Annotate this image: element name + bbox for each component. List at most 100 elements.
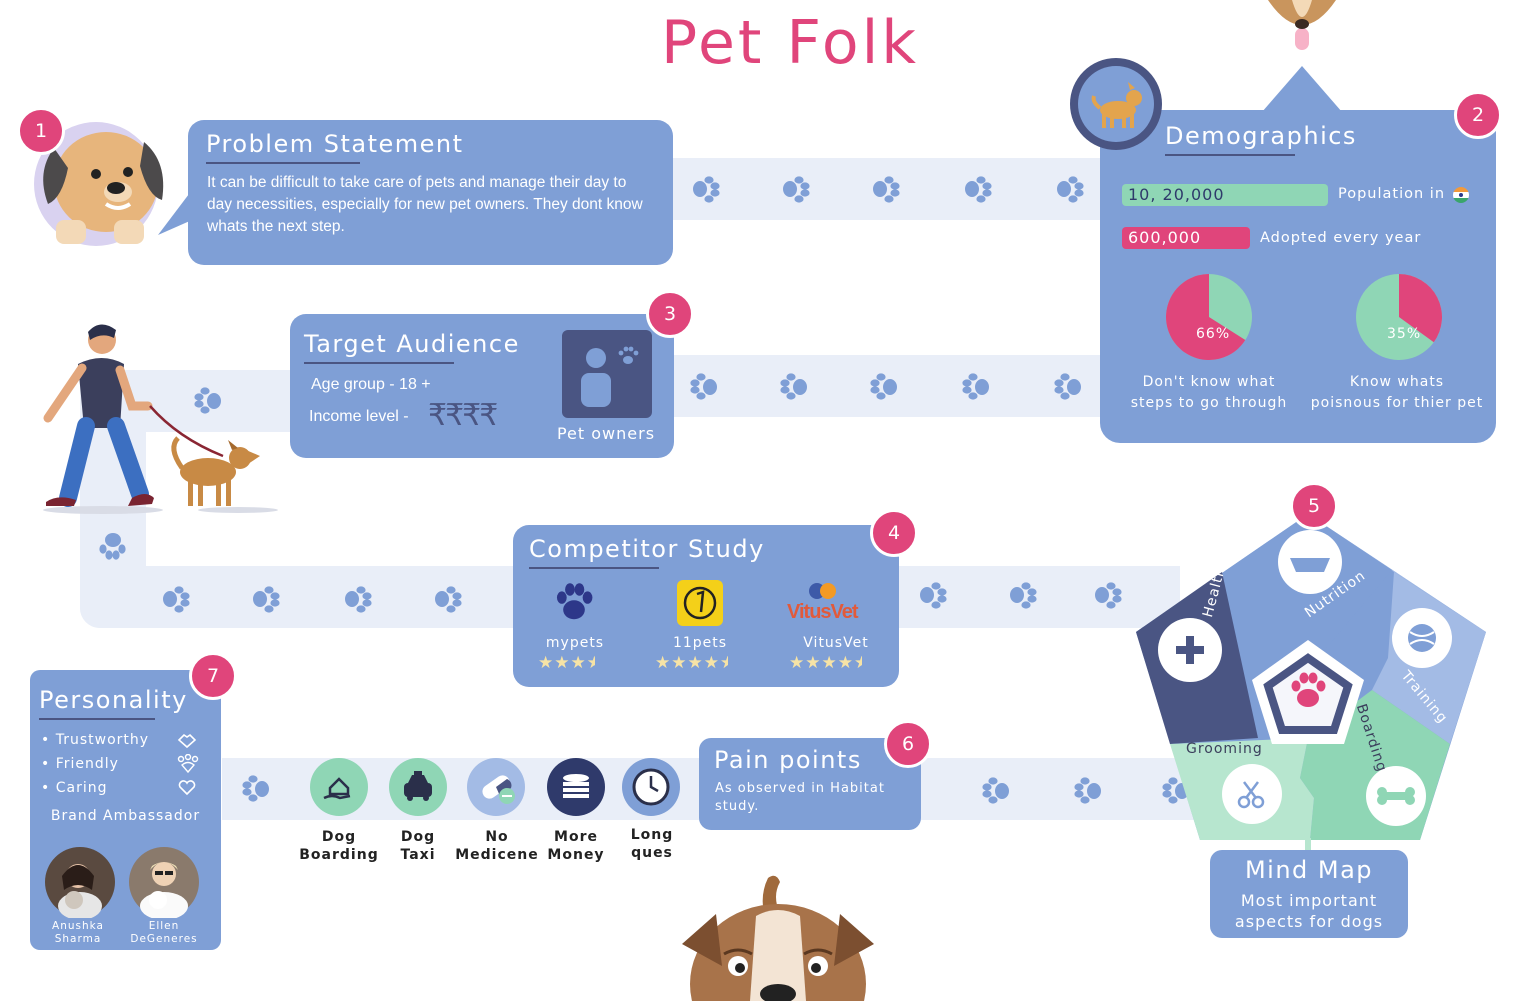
- paw-icon: [688, 370, 722, 404]
- step-badge: 7: [189, 652, 237, 700]
- population-bar: 10, 20,000: [1122, 184, 1328, 206]
- ambassador-name: Ellen DeGeneres: [118, 920, 210, 946]
- pain-item-label: Long ques: [612, 826, 692, 862]
- pie-chart-steps: [1166, 274, 1252, 360]
- person-walking-dog-illustration: [43, 324, 278, 514]
- more-money-icon: [547, 758, 605, 816]
- pie-percent: 66%: [1196, 326, 1231, 342]
- subtitle-line: As observed in Habitat: [715, 781, 885, 796]
- long-queue-clock-icon: [622, 758, 680, 816]
- half-star-icon: ★: [854, 653, 862, 673]
- star-icons: ★★★: [538, 653, 587, 673]
- personality-card: Personality • Trustworthy • Friendly • C…: [30, 670, 221, 950]
- ambassador-avatar: [45, 847, 115, 918]
- no-medicine-icon: [467, 758, 525, 816]
- pain-subtitle: As observed in Habitat study.: [715, 780, 885, 816]
- rating-stars: ★★★★: [538, 653, 595, 673]
- paw-icon: [980, 774, 1014, 808]
- pet-owner-icon: [562, 330, 652, 418]
- half-star-icon: ★: [720, 653, 728, 673]
- handshake-icon: [177, 733, 197, 749]
- card-title: Competitor Study: [529, 535, 765, 563]
- paw-icon: [1052, 370, 1086, 404]
- boarding-icon: [1366, 766, 1426, 826]
- caption-line: Know whats: [1349, 374, 1445, 390]
- ambassador-avatar: [129, 847, 199, 918]
- competitor-name: 11pets: [672, 635, 728, 651]
- subtitle-line: study.: [715, 799, 760, 814]
- label-line: ques: [631, 845, 673, 861]
- population-label: Population in: [1338, 186, 1446, 202]
- pain-points-card: Pain points As observed in Habitat study…: [699, 738, 921, 830]
- card-title: Personality: [39, 686, 188, 714]
- segment-label-grooming: Grooming: [1186, 741, 1263, 757]
- mypets-logo-icon: [556, 583, 593, 620]
- title-underline: [39, 718, 155, 720]
- step-badge: 1: [17, 107, 65, 155]
- pie-percent: 35%: [1387, 326, 1422, 342]
- dog-illustration-top: [1268, 0, 1336, 50]
- rating-stars: ★★★★★: [655, 653, 728, 673]
- label-line: Dog: [400, 829, 436, 845]
- nutrition-icon: [1278, 530, 1342, 594]
- vitusvet-logo-text: VitusVet: [787, 601, 859, 623]
- paw-icon: [1005, 578, 1039, 612]
- paw-icon: [158, 582, 192, 616]
- pie-caption: Know whats poisnous for thier pet: [1304, 372, 1490, 414]
- dog-boarding-icon: [310, 758, 368, 816]
- trait-item: • Trustworthy: [41, 732, 150, 748]
- problem-statement-card: Problem Statement It can be difficult to…: [188, 120, 673, 265]
- bulldog-illustration-bottom: [682, 875, 874, 1001]
- problem-description: It can be difficult to take care of pets…: [207, 174, 643, 235]
- adopted-label: Adopted every year: [1260, 230, 1422, 246]
- subtitle-line: aspects for dogs: [1234, 912, 1384, 931]
- paw-icon: [1090, 578, 1124, 612]
- paw-icon: [1052, 172, 1086, 206]
- label-line: Money: [547, 847, 605, 863]
- health-icon: [1158, 618, 1222, 682]
- trait-item: • Friendly: [41, 756, 119, 772]
- step-badge: 2: [1454, 91, 1502, 139]
- title-underline: [1165, 154, 1295, 156]
- paw-icon: [915, 578, 949, 612]
- subtitle-line: Most important: [1240, 891, 1378, 910]
- card-title: Target Audience: [304, 330, 520, 358]
- card-title: Pain points: [714, 746, 862, 774]
- label-line: Boarding: [299, 847, 379, 863]
- heart-icon: [178, 780, 196, 796]
- label-line: Medicene: [455, 847, 539, 863]
- paw-icon: [868, 370, 902, 404]
- paw-icon: [248, 582, 282, 616]
- mind-map-title: Mind Map: [1244, 856, 1374, 884]
- trait-item: • Caring: [41, 780, 108, 796]
- competitor-name: VitusVet: [803, 635, 869, 651]
- half-star-icon: ★: [587, 653, 595, 673]
- dog-avatar-icon: [1070, 58, 1162, 150]
- 11pets-logo-icon: [677, 580, 723, 626]
- target-audience-card: Target Audience Age group - 18 + Income …: [290, 314, 674, 458]
- paw-heart-icon: [177, 754, 199, 774]
- name-line: Sharma: [54, 933, 102, 945]
- caption-line: steps to go through: [1130, 395, 1288, 411]
- page-title: Pet Folk: [660, 8, 920, 78]
- step-badge: 5: [1290, 482, 1338, 530]
- pain-item-label: Dog Boarding: [294, 828, 384, 864]
- paw-icon: [688, 172, 722, 206]
- paw-icon: [1072, 774, 1106, 808]
- pie-slice-main: [1166, 274, 1246, 360]
- title-underline: [529, 567, 659, 569]
- path-row1: [670, 158, 1110, 220]
- paw-icon: [960, 172, 994, 206]
- adopted-bar: 600,000: [1122, 227, 1250, 249]
- competitor-name: mypets: [545, 635, 605, 651]
- paw-icon: [340, 582, 374, 616]
- step-badge: 3: [646, 290, 694, 338]
- step-badge: 4: [870, 509, 918, 557]
- demographics-card: Demographics 10, 20,000 Population in 60…: [1100, 110, 1496, 443]
- pie-caption: Don't know what steps to go through: [1114, 372, 1304, 414]
- label-line: Dog: [321, 829, 357, 845]
- income-rupee-icons: ₹₹₹₹: [428, 398, 498, 433]
- grooming-icon: [1222, 764, 1282, 824]
- india-flag-icon: [1453, 187, 1469, 203]
- title-underline: [304, 362, 454, 364]
